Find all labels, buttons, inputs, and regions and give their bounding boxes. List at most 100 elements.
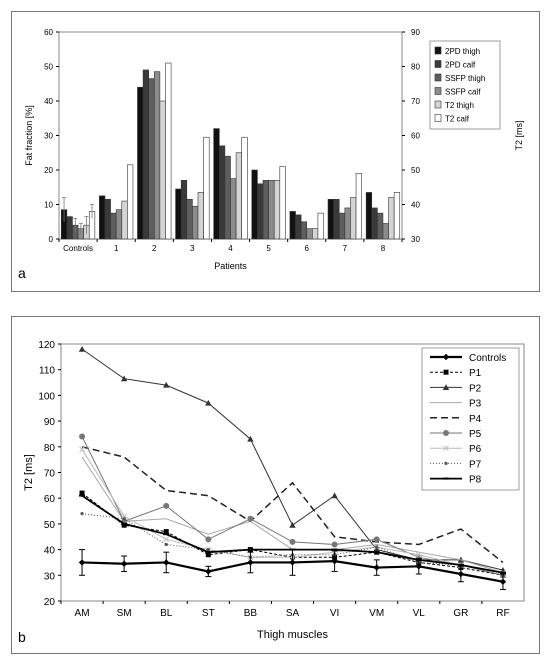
bar	[371, 207, 378, 240]
bar	[327, 199, 334, 240]
bar	[338, 212, 346, 240]
bar	[355, 173, 362, 240]
figure-panel-b: 20 30 40 50 60 70 80 90 100 110 120 AM SM BL ST BB SA VI V…	[11, 316, 540, 654]
marker	[442, 384, 450, 390]
y-tick-label: 50	[44, 63, 53, 72]
panel-label-a: a	[18, 265, 26, 281]
y2-tick-label: 80	[411, 63, 420, 72]
marker	[499, 578, 507, 585]
y2-tick-label: 60	[411, 132, 420, 141]
marker	[78, 345, 86, 352]
legend-swatch	[434, 46, 442, 55]
bar	[127, 164, 134, 240]
legend-label: P7	[469, 459, 482, 470]
marker	[122, 517, 126, 521]
x-tick-label: SA	[286, 608, 300, 619]
series-line	[81, 492, 504, 576]
series-p4	[81, 446, 504, 564]
marker	[331, 541, 338, 548]
legend-label: SSFP calf	[445, 88, 481, 97]
series-line	[81, 446, 504, 564]
y-tick-label: 110	[39, 366, 55, 377]
legend-swatch	[434, 114, 442, 122]
x-tick-label: VL	[413, 608, 426, 619]
y-tick-label: 40	[44, 97, 53, 106]
y-tick-label: 20	[44, 166, 53, 175]
x-tick-label: BB	[244, 608, 258, 619]
legend-label: P6	[469, 444, 482, 455]
marker	[79, 446, 85, 453]
marker	[289, 538, 296, 545]
legend-swatch	[434, 73, 442, 82]
marker	[443, 430, 449, 436]
y-axis-title: Fat fraction [%]	[24, 105, 34, 166]
x-tick-label: ST	[202, 608, 215, 619]
x-tick-label: SM	[117, 608, 132, 619]
bar	[99, 195, 106, 240]
bar	[104, 199, 111, 240]
y-tick-label: 50	[44, 520, 56, 531]
marker	[79, 433, 86, 440]
y-tick-label: 60	[44, 28, 53, 37]
y-tick-label: 10	[44, 201, 53, 210]
marker	[205, 552, 211, 558]
y2-tick-label: 90	[411, 28, 420, 37]
marker	[373, 551, 380, 554]
bar	[350, 197, 357, 240]
x-tick-label: VM	[369, 608, 384, 619]
marker	[79, 490, 85, 496]
legend	[429, 40, 501, 130]
y2-tick-label: 40	[411, 201, 420, 210]
marker	[415, 551, 422, 558]
marker	[373, 546, 380, 553]
bar	[257, 183, 264, 240]
x-tick-label: VI	[330, 608, 339, 619]
bar	[241, 136, 248, 240]
legend-label: Controls	[469, 353, 506, 364]
bar	[333, 199, 340, 240]
y-tick-label: 20	[44, 597, 56, 608]
marker	[443, 369, 449, 375]
bar	[115, 209, 123, 240]
bar	[317, 212, 324, 240]
bar	[295, 214, 302, 240]
y2-tick-label: 30	[411, 235, 420, 244]
marker	[247, 435, 254, 442]
legend-swatch	[434, 100, 442, 109]
legend-label: P1	[469, 368, 482, 379]
marker	[120, 560, 128, 567]
marker	[205, 399, 212, 406]
bar	[251, 169, 258, 240]
bar	[165, 62, 172, 240]
bar	[230, 178, 237, 240]
y-tick-label: 80	[44, 443, 56, 454]
x-tick-label: AM	[75, 608, 90, 619]
bar	[197, 192, 204, 240]
marker	[373, 536, 380, 543]
bar	[121, 200, 128, 240]
marker	[206, 548, 210, 552]
bar	[159, 100, 166, 240]
legend	[421, 347, 520, 491]
bar	[180, 180, 188, 240]
bar	[365, 192, 373, 240]
x-tick-label: RF	[496, 608, 509, 619]
marker	[120, 375, 128, 382]
x-tick-label: Controls	[63, 244, 93, 253]
marker	[163, 502, 170, 509]
x-axis-title: Patients	[214, 261, 247, 271]
legend-label: 2PD calf	[445, 61, 476, 70]
legend-label: T2 calf	[445, 115, 470, 124]
y2-axis-title: T2 [ms]	[514, 120, 524, 150]
y2-tick-label: 70	[411, 97, 420, 106]
marker	[331, 548, 338, 551]
bar	[219, 145, 226, 240]
bar	[137, 86, 144, 240]
bar	[262, 180, 269, 240]
y-tick-label: 120	[38, 340, 55, 351]
bar	[382, 223, 389, 240]
marker	[443, 445, 449, 452]
marker	[289, 521, 296, 528]
bar	[192, 205, 199, 240]
marker	[331, 492, 338, 499]
